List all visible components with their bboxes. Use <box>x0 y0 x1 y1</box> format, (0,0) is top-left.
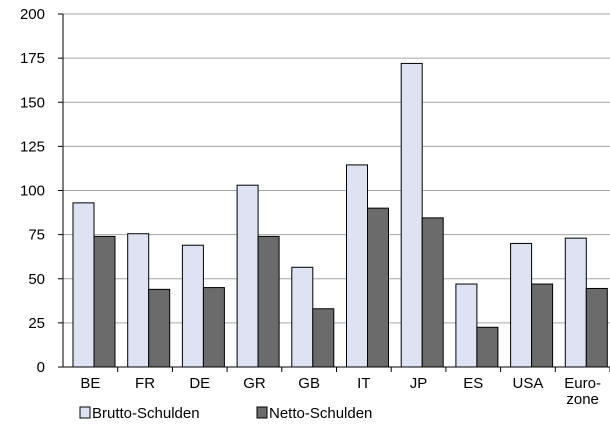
bar-brutto <box>127 233 150 368</box>
bar-brutto <box>72 202 95 368</box>
bar-brutto <box>181 244 204 368</box>
y-tick-label: 0 <box>37 359 45 376</box>
x-tick-label: IT <box>357 375 370 392</box>
bar-netto <box>93 235 116 368</box>
bar-brutto <box>236 184 259 368</box>
x-tick-label: FR <box>135 375 155 392</box>
y-tick-label: 175 <box>20 50 45 67</box>
x-tick-label: ES <box>463 375 483 392</box>
bar-brutto <box>455 283 478 368</box>
legend-label: Brutto-Schulden <box>92 405 200 422</box>
bar-netto <box>585 287 608 368</box>
legend-swatch <box>79 406 91 419</box>
gridlines <box>63 13 610 324</box>
x-tick-label: USA <box>513 375 544 392</box>
y-tick-label: 125 <box>20 138 45 155</box>
bar-netto <box>476 326 499 368</box>
bar-brutto <box>400 62 423 368</box>
bar-brutto <box>510 242 533 368</box>
x-tick-labels: BE FR DE GR GB IT JP ES USA Euro-zone <box>80 375 601 408</box>
bar-netto <box>202 287 225 368</box>
axes <box>58 13 610 372</box>
bar-brutto <box>564 237 587 368</box>
y-tick-label: 50 <box>28 271 45 288</box>
legend-swatch <box>256 406 268 419</box>
x-tick-label: Euro- <box>564 375 601 392</box>
bar-netto <box>421 217 444 368</box>
x-tick-label: DE <box>189 375 210 392</box>
legend: Brutto-Schulden Netto-Schulden <box>79 405 372 422</box>
x-tick-label: GB <box>298 375 320 392</box>
bar-netto <box>257 235 280 368</box>
bar-brutto <box>346 164 368 368</box>
x-tick-label: BE <box>80 375 100 392</box>
x-tick-label: GR <box>243 375 266 392</box>
legend-label: Netto-Schulden <box>269 405 372 422</box>
y-tick-label: 150 <box>20 94 45 111</box>
bar-netto <box>312 308 335 368</box>
y-tick-label: 200 <box>20 6 45 23</box>
y-tick-label: 75 <box>28 227 45 244</box>
y-tick-label: 100 <box>20 183 45 200</box>
bars <box>72 62 608 368</box>
x-tick-label: JP <box>410 375 428 392</box>
y-tick-labels: 0 25 50 75 100 125 150 175 200 <box>20 6 45 376</box>
y-tick-label: 25 <box>28 315 45 332</box>
bar-netto <box>367 207 389 368</box>
bar-netto <box>148 288 171 368</box>
bar-brutto <box>291 266 314 368</box>
bar-netto <box>531 283 554 368</box>
x-tick-label: zone <box>566 391 599 408</box>
